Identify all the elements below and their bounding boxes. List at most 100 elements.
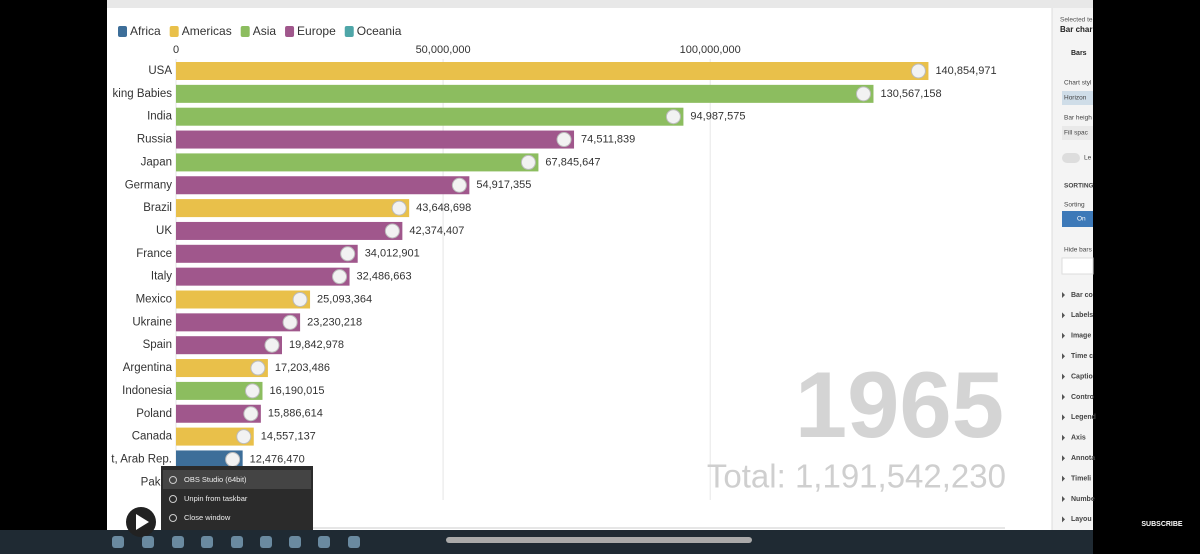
flag (520, 154, 536, 170)
legend-label[interactable]: Asia (253, 24, 277, 38)
sidebar-panel[interactable]: Timeli (1071, 475, 1091, 482)
menu-icon (169, 476, 177, 484)
flag (556, 132, 572, 148)
sidebar-panel[interactable]: Bar co (1071, 292, 1093, 299)
category-label: t, Arab Rep. (111, 453, 172, 465)
bar (176, 450, 243, 469)
category-label: Indonesia (122, 385, 172, 397)
category-label: Italy (151, 271, 172, 283)
category-label: Poland (136, 408, 172, 420)
bar (176, 62, 929, 80)
x-tick-label: 100,000,000 (680, 44, 741, 56)
value-label: 19,842,978 (289, 339, 344, 351)
taskbar-icon[interactable] (318, 536, 330, 548)
caret (1062, 516, 1065, 523)
caret (1062, 312, 1065, 319)
value-label: 32,486,663 (357, 271, 412, 283)
taskbar-icon[interactable] (348, 536, 360, 548)
value-label: 43,648,698 (416, 202, 471, 214)
category-label: Mexico (136, 294, 172, 306)
category-label: USA (148, 65, 172, 77)
browser-top (107, 0, 1093, 8)
value-label: 12,476,470 (250, 453, 305, 465)
sidebar-panel[interactable]: Time c (1071, 353, 1093, 360)
value-label: 74,511,839 (581, 133, 635, 145)
sidebar-field: Fill spac (1064, 130, 1089, 137)
switch[interactable] (1062, 153, 1080, 163)
bar (176, 244, 358, 263)
sidebar-field: Horizon (1064, 95, 1087, 102)
value-label: 42,374,407 (409, 225, 464, 237)
year: 1965 (795, 352, 1004, 457)
sidebar-panel[interactable]: Labels (1071, 312, 1093, 319)
taskbar-icon[interactable] (112, 536, 124, 548)
sidebar-panel[interactable]: Captio (1071, 373, 1093, 380)
x-tick-label: 50,000,000 (416, 44, 471, 56)
value-label: 67,845,647 (545, 156, 600, 168)
menu-item[interactable]: Unpin from taskbar (184, 494, 248, 503)
taskbar-icon[interactable] (289, 536, 301, 548)
taskbar-icon[interactable] (201, 536, 213, 548)
category-label: Canada (132, 431, 173, 443)
taskbar-icon[interactable] (142, 536, 154, 548)
sidebar-panel[interactable]: Annota (1071, 455, 1095, 462)
menu-item[interactable]: OBS Studio (64bit) (184, 475, 247, 484)
value-label: 140,854,971 (935, 65, 996, 77)
legend-label[interactable]: Americas (182, 24, 232, 38)
x-tick-label: 0 (173, 44, 179, 56)
flag (665, 109, 681, 125)
sidebar-panel[interactable]: Image (1071, 333, 1091, 340)
category-label: France (136, 248, 172, 260)
flag (225, 451, 241, 467)
value-label: 34,012,901 (365, 248, 420, 260)
flag (855, 86, 871, 102)
caret (1062, 394, 1065, 400)
taskbar-icon[interactable] (172, 536, 184, 548)
input[interactable] (1062, 126, 1093, 140)
sidebar-field: Le (1084, 155, 1092, 162)
taskbar-icon[interactable] (231, 536, 243, 548)
bar (176, 199, 410, 218)
taskbar-icon[interactable] (260, 536, 272, 548)
input[interactable] (1062, 91, 1093, 105)
sidebar-panel[interactable]: Legend (1071, 414, 1096, 421)
bar (176, 381, 263, 400)
category-label: Russia (137, 134, 173, 146)
flag (282, 314, 298, 330)
sidebar-panel[interactable]: Contro (1071, 394, 1094, 401)
caret (1062, 414, 1065, 421)
caret (1062, 292, 1065, 298)
menu-highlight (163, 470, 311, 489)
value-label: 23,230,218 (307, 316, 362, 328)
legend-label[interactable]: Oceania (357, 24, 402, 38)
total: Total: 1,191,542,230 (707, 458, 1006, 495)
sidebar-panel[interactable]: Numbe (1071, 496, 1095, 503)
flag (910, 63, 926, 79)
bar (176, 176, 470, 195)
bar (176, 359, 268, 378)
bar (176, 221, 403, 240)
input[interactable] (1061, 257, 1094, 275)
caret (1062, 434, 1065, 441)
flag (384, 223, 400, 239)
category-label: Germany (125, 179, 173, 191)
legend-label[interactable]: Europe (297, 24, 336, 38)
section-title[interactable]: Bars (1071, 50, 1087, 57)
sidebar-field: Chart styl (1064, 80, 1092, 87)
value-label: 94,987,575 (690, 111, 745, 123)
sidebar-panel[interactable]: Axis (1071, 435, 1086, 442)
legend-label[interactable]: Africa (130, 24, 161, 38)
value-label: 14,557,137 (261, 431, 316, 443)
sidebar-panel[interactable]: Layou (1071, 516, 1092, 523)
taskbar-menu-items: OBS Studio (64bit) Unpin from taskbar Clos… (169, 475, 248, 522)
caret (1062, 373, 1065, 380)
legend-swatch (285, 26, 295, 37)
bar (176, 404, 261, 423)
menu-item[interactable]: Close window (184, 513, 231, 522)
toggle[interactable] (1062, 211, 1093, 227)
flag (236, 429, 252, 445)
menu-icon (169, 495, 177, 503)
